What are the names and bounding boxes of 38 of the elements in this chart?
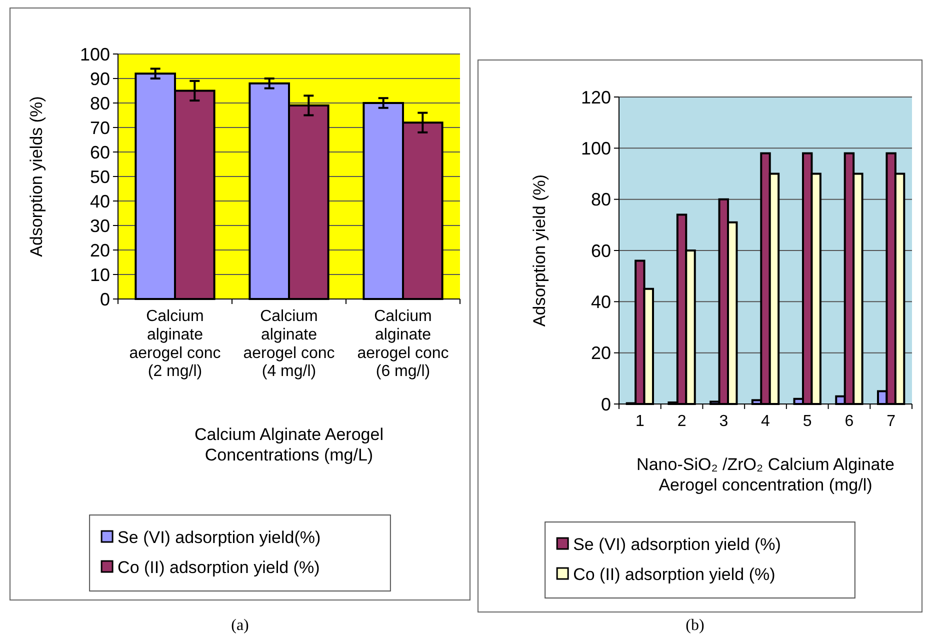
x-tick-label: 3	[719, 413, 728, 430]
y-axis-title: Adsorption yields (%)	[27, 96, 46, 257]
x-tick-label: 7	[886, 413, 896, 430]
y-tick-label: 80	[90, 93, 110, 114]
y-tick-label: 60	[90, 142, 110, 162]
text: (a)	[231, 617, 249, 634]
y-tick-label: 40	[90, 191, 110, 212]
y-tick-label: 30	[90, 216, 110, 236]
y-tick-label: 40	[590, 292, 611, 312]
y-tick-label: 100	[80, 44, 110, 64]
x-tick-label: 2	[677, 413, 686, 430]
y-tick-label: 0	[600, 394, 611, 414]
y-tick-label: 90	[90, 68, 110, 89]
y-tick-label: 10	[90, 264, 110, 285]
y-tick-label: 60	[590, 240, 611, 261]
x-tick-label: Calcium alginate aerogel conc (2 mg/l)	[129, 308, 221, 380]
x-tick-label: Calcium alginate aerogel conc (4 mg/l)	[243, 308, 335, 380]
y-tick-label: 0	[100, 289, 110, 310]
y-tick-label: 20	[590, 343, 611, 364]
x-tick-label: 6	[844, 413, 854, 430]
legend-label: Se (VI) adsorption yield(%)	[118, 528, 321, 547]
legend-label: Co (II) adsorption yield (%)	[573, 564, 776, 584]
x-tick-label: Calcium alginate aerogel conc (6 mg/l)	[357, 308, 449, 380]
y-tick-label: 20	[90, 240, 110, 260]
x-axis-title: Nano-SiO₂ /ZrO₂ Calcium Alginate Aerogel concentration (mg/l)	[636, 455, 894, 494]
y-axis-title: Adsorption yield (%)	[530, 174, 549, 327]
x-tick-label: 5	[802, 413, 812, 430]
y-tick-label: 80	[590, 190, 611, 210]
x-tick-label: 1	[635, 413, 644, 430]
y-tick-label: 50	[90, 166, 110, 187]
x-tick-label: 4	[761, 413, 770, 430]
x-axis-title: Calcium Alginate Aerogel Concentrations (mg/L)	[194, 425, 384, 464]
y-tick-label: 120	[580, 87, 611, 108]
legend-label: Se (VI) adsorption yield (%)	[573, 534, 781, 554]
legend-label: Co (II) adsorption yield (%)	[118, 558, 320, 577]
y-tick-label: 100	[580, 138, 611, 158]
text: (b)	[686, 617, 704, 634]
y-tick-label: 70	[90, 118, 110, 138]
